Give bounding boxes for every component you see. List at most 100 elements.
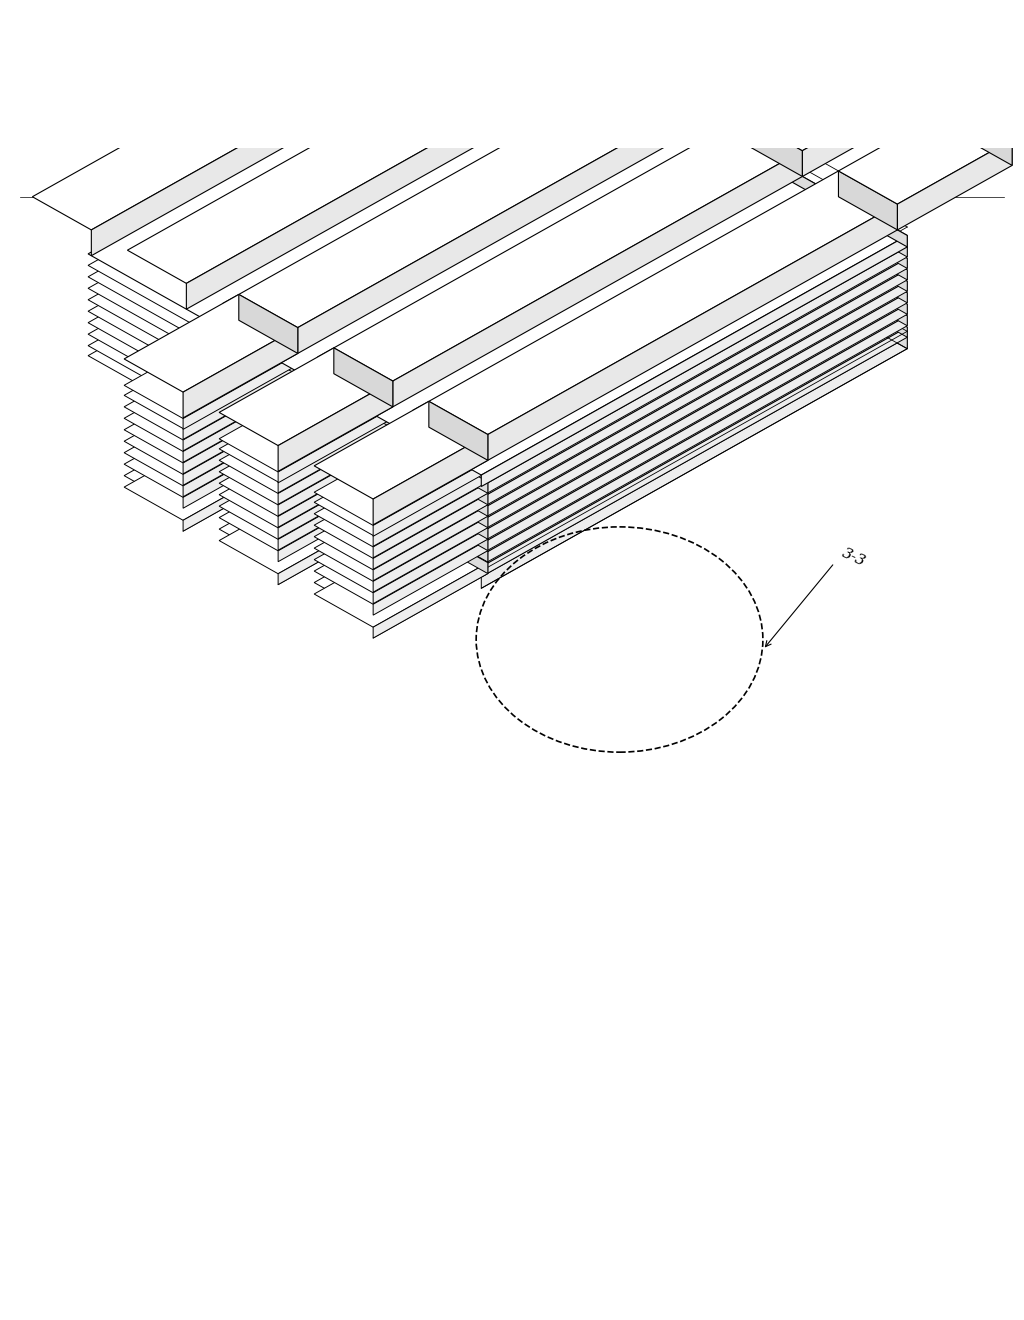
Polygon shape: [803, 86, 918, 177]
Polygon shape: [219, 453, 393, 550]
Polygon shape: [471, 205, 897, 470]
Polygon shape: [239, 366, 298, 409]
Polygon shape: [279, 463, 393, 539]
Polygon shape: [183, 411, 298, 486]
Text: 120: 120: [326, 511, 343, 531]
Polygon shape: [314, 438, 487, 536]
Polygon shape: [279, 486, 393, 562]
Polygon shape: [124, 354, 298, 451]
Polygon shape: [239, 342, 298, 387]
Polygon shape: [373, 494, 487, 569]
Polygon shape: [648, 65, 708, 123]
Polygon shape: [481, 281, 907, 531]
Polygon shape: [124, 376, 298, 474]
Polygon shape: [429, 507, 487, 550]
Polygon shape: [279, 510, 393, 585]
Polygon shape: [219, 384, 393, 482]
Polygon shape: [334, 384, 393, 429]
Polygon shape: [88, 116, 907, 577]
Text: 118: 118: [315, 495, 333, 513]
Polygon shape: [183, 455, 298, 531]
Polygon shape: [763, 0, 822, 58]
Polygon shape: [514, 95, 907, 326]
Text: 104: 104: [359, 351, 377, 371]
Polygon shape: [239, 331, 298, 375]
Polygon shape: [219, 375, 393, 473]
Text: 106: 106: [290, 403, 307, 422]
Polygon shape: [373, 461, 487, 536]
Polygon shape: [239, 354, 298, 397]
Polygon shape: [429, 529, 487, 574]
Polygon shape: [279, 381, 393, 471]
Polygon shape: [334, 348, 393, 407]
Polygon shape: [373, 506, 487, 581]
Text: Dec. 1, 2011   Sheet 2 of 6: Dec. 1, 2011 Sheet 2 of 6: [353, 183, 507, 193]
Polygon shape: [314, 507, 487, 605]
Polygon shape: [183, 327, 298, 418]
Polygon shape: [88, 25, 907, 487]
Polygon shape: [88, 83, 907, 544]
Polygon shape: [314, 517, 487, 615]
Polygon shape: [459, 0, 517, 16]
Polygon shape: [334, 453, 393, 498]
Polygon shape: [219, 477, 393, 574]
Polygon shape: [183, 354, 298, 429]
Polygon shape: [186, 44, 612, 309]
Polygon shape: [377, 150, 803, 416]
Text: 104: 104: [274, 387, 292, 405]
Polygon shape: [514, 49, 907, 280]
Polygon shape: [429, 517, 487, 562]
Polygon shape: [334, 408, 393, 451]
Polygon shape: [953, 107, 1012, 165]
Polygon shape: [481, 337, 907, 589]
Polygon shape: [429, 401, 487, 461]
Polygon shape: [514, 106, 907, 337]
Polygon shape: [429, 428, 487, 471]
Polygon shape: [239, 321, 298, 364]
Polygon shape: [239, 400, 298, 444]
Polygon shape: [219, 430, 393, 528]
Polygon shape: [127, 11, 612, 284]
Text: 108: 108: [300, 418, 317, 438]
Polygon shape: [219, 408, 393, 506]
Polygon shape: [314, 401, 487, 499]
Text: US 2011/0291147 A1: US 2011/0291147 A1: [799, 183, 922, 193]
Polygon shape: [553, 11, 612, 70]
Polygon shape: [314, 483, 487, 581]
Text: 102: 102: [346, 335, 364, 354]
Polygon shape: [514, 71, 907, 302]
Polygon shape: [219, 396, 393, 494]
Polygon shape: [88, 37, 907, 498]
Polygon shape: [88, 61, 907, 521]
Polygon shape: [429, 461, 487, 504]
Polygon shape: [314, 473, 487, 570]
Polygon shape: [334, 465, 393, 508]
Polygon shape: [183, 445, 298, 520]
Text: 102: 102: [264, 368, 282, 388]
Polygon shape: [481, 247, 907, 496]
Polygon shape: [743, 117, 803, 177]
Polygon shape: [124, 294, 298, 392]
Polygon shape: [897, 140, 1012, 230]
Polygon shape: [481, 269, 907, 520]
Polygon shape: [314, 449, 487, 546]
Polygon shape: [373, 540, 487, 615]
Polygon shape: [88, 71, 907, 532]
Polygon shape: [88, 49, 907, 510]
Polygon shape: [314, 529, 487, 627]
Polygon shape: [858, 53, 918, 112]
Polygon shape: [429, 449, 487, 494]
Polygon shape: [648, 0, 822, 98]
Polygon shape: [373, 471, 487, 546]
Text: 124: 124: [336, 544, 353, 564]
Polygon shape: [429, 483, 487, 528]
Polygon shape: [239, 376, 298, 421]
Polygon shape: [334, 375, 393, 418]
Polygon shape: [514, 15, 907, 247]
Text: 3-3: 3-3: [840, 546, 868, 569]
Polygon shape: [279, 441, 393, 516]
Polygon shape: [124, 422, 298, 520]
Polygon shape: [183, 387, 298, 462]
Polygon shape: [88, 106, 907, 566]
Polygon shape: [481, 327, 907, 577]
